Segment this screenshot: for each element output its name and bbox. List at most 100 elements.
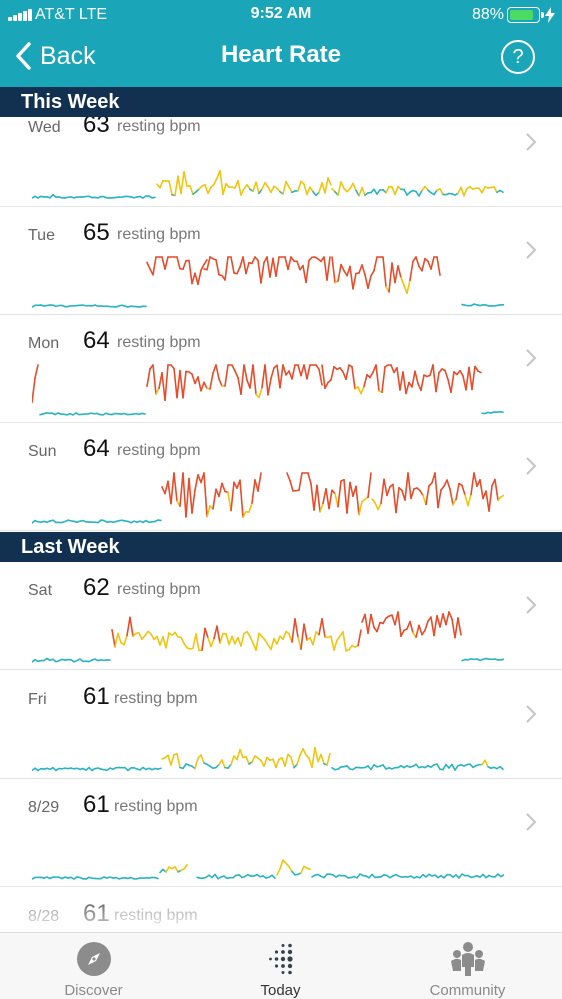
sparkline-segment — [176, 369, 181, 399]
resting-bpm-value: 61 — [83, 791, 110, 818]
help-button[interactable]: ? — [501, 40, 535, 74]
sparkline-segment — [191, 489, 196, 514]
tab-label: Discover — [64, 982, 123, 999]
tab-community[interactable]: Community — [374, 933, 561, 999]
sparkline-segment — [161, 256, 166, 270]
sparkline-segment — [240, 632, 245, 647]
sparkline-segment — [188, 477, 193, 514]
sparkline-segment — [303, 364, 308, 380]
day-row[interactable]: 8/28 61 resting bpm — [0, 888, 562, 932]
sparkline-segment — [191, 373, 196, 385]
sparkline-segment — [126, 616, 131, 637]
sparkline-segment — [165, 866, 170, 873]
sparkline-segment — [400, 629, 405, 637]
sparkline-segment — [409, 620, 414, 634]
day-row[interactable]: Sat 62 resting bpm — [0, 562, 562, 670]
sparkline-segment — [445, 611, 450, 626]
sparkline-segment — [152, 256, 157, 276]
sparkline-segment — [309, 186, 314, 193]
sparkline-segment — [114, 632, 119, 648]
day-label: Sun — [28, 443, 57, 460]
sparkline-segment — [257, 259, 262, 284]
day-row[interactable]: Wed 63 resting bpm — [0, 117, 562, 207]
sparkline-segment — [34, 364, 39, 379]
sparkline-segment — [281, 757, 286, 767]
sparkline-segment — [290, 756, 295, 769]
day-row[interactable]: Fri 61 resting bpm — [0, 671, 562, 779]
day-label: Mon — [28, 335, 60, 352]
sparkline-segment — [415, 256, 420, 268]
sparkline-segment — [424, 620, 429, 632]
sparkline-segment — [231, 364, 236, 372]
sparkline-segment — [267, 377, 272, 396]
sparkline-segment — [324, 177, 329, 194]
sparkline-segment — [439, 188, 444, 196]
resting-bpm-value: 63 — [83, 117, 110, 138]
heart-rate-sparkline — [32, 746, 504, 772]
sparkline-segment — [291, 618, 296, 643]
sparkline-segment — [411, 370, 416, 388]
sparkline-segment — [418, 624, 423, 636]
charging-icon — [545, 7, 555, 23]
sparkline-segment — [421, 629, 426, 636]
sparkline-segment — [484, 759, 489, 768]
sparkline-segment — [404, 472, 409, 501]
sparkline-segment — [358, 264, 363, 274]
sparkline-segment — [406, 279, 411, 294]
status-time: 9:52 AM — [250, 5, 312, 22]
sparkline-segment — [206, 504, 211, 518]
section-header-last-week: Last Week — [0, 532, 562, 562]
sparkline-segment — [270, 637, 275, 651]
sparkline-segment — [204, 183, 209, 195]
fitbit-dots-icon — [269, 943, 293, 975]
sparkline-segment — [276, 868, 281, 876]
back-button[interactable]: Back — [14, 40, 96, 72]
sparkline-segment — [313, 484, 318, 511]
sparkline-segment — [207, 186, 212, 195]
sparkline-segment — [450, 371, 455, 394]
sparkline-segment — [185, 477, 190, 518]
day-row[interactable]: Mon 64 resting bpm — [0, 315, 562, 423]
sparkline-segment — [300, 623, 305, 650]
sparkline-segment — [246, 630, 251, 638]
sparkline-segment — [318, 617, 323, 636]
sparkline-segment — [219, 170, 224, 196]
resting-bpm-unit: resting bpm — [117, 442, 201, 459]
day-row[interactable]: Sun 64 resting bpm — [0, 423, 562, 531]
heart-rate-sparkline — [32, 611, 504, 663]
sparkline-segment — [117, 632, 122, 644]
sparkline-segment — [473, 472, 478, 488]
sparkline-segment — [361, 186, 366, 197]
sparkline-segment — [474, 365, 479, 372]
sparkline-segment — [282, 364, 287, 376]
sparkline-segment — [179, 472, 184, 508]
sparkline-segment — [320, 753, 325, 765]
sparkline-segment — [224, 364, 229, 387]
day-row[interactable]: Tue 65 resting bpm — [0, 207, 562, 315]
sparkline-segment — [162, 636, 167, 649]
sparkline-segment — [403, 188, 408, 196]
sparkline-segment — [402, 371, 407, 395]
sparkline-segment — [173, 367, 178, 399]
sparkline-segment — [333, 639, 338, 651]
sparkline-segment — [311, 746, 316, 769]
sparkline-segment — [275, 758, 280, 769]
sparkline-segment — [386, 486, 391, 497]
sparkline-segment — [449, 488, 454, 506]
sparkline-segment — [457, 186, 462, 195]
sparkline-segment — [446, 479, 451, 491]
tab-discover[interactable]: Discover — [0, 933, 187, 999]
sparkline-segment — [385, 185, 390, 194]
sparkline-segment — [358, 186, 363, 197]
sparkline-segment — [367, 613, 372, 634]
sparkline-segment — [289, 479, 294, 492]
sparkline-segment — [375, 364, 380, 392]
sparkline-segment — [270, 185, 275, 194]
sparkline-segment — [263, 756, 268, 768]
day-row[interactable]: 8/29 61 resting bpm — [0, 779, 562, 887]
sparkline-segment — [328, 489, 333, 510]
sparkline-segment — [305, 259, 310, 284]
tab-today[interactable]: Today — [187, 933, 374, 999]
sparkline-segment — [251, 256, 256, 265]
sparkline-segment — [170, 753, 175, 766]
